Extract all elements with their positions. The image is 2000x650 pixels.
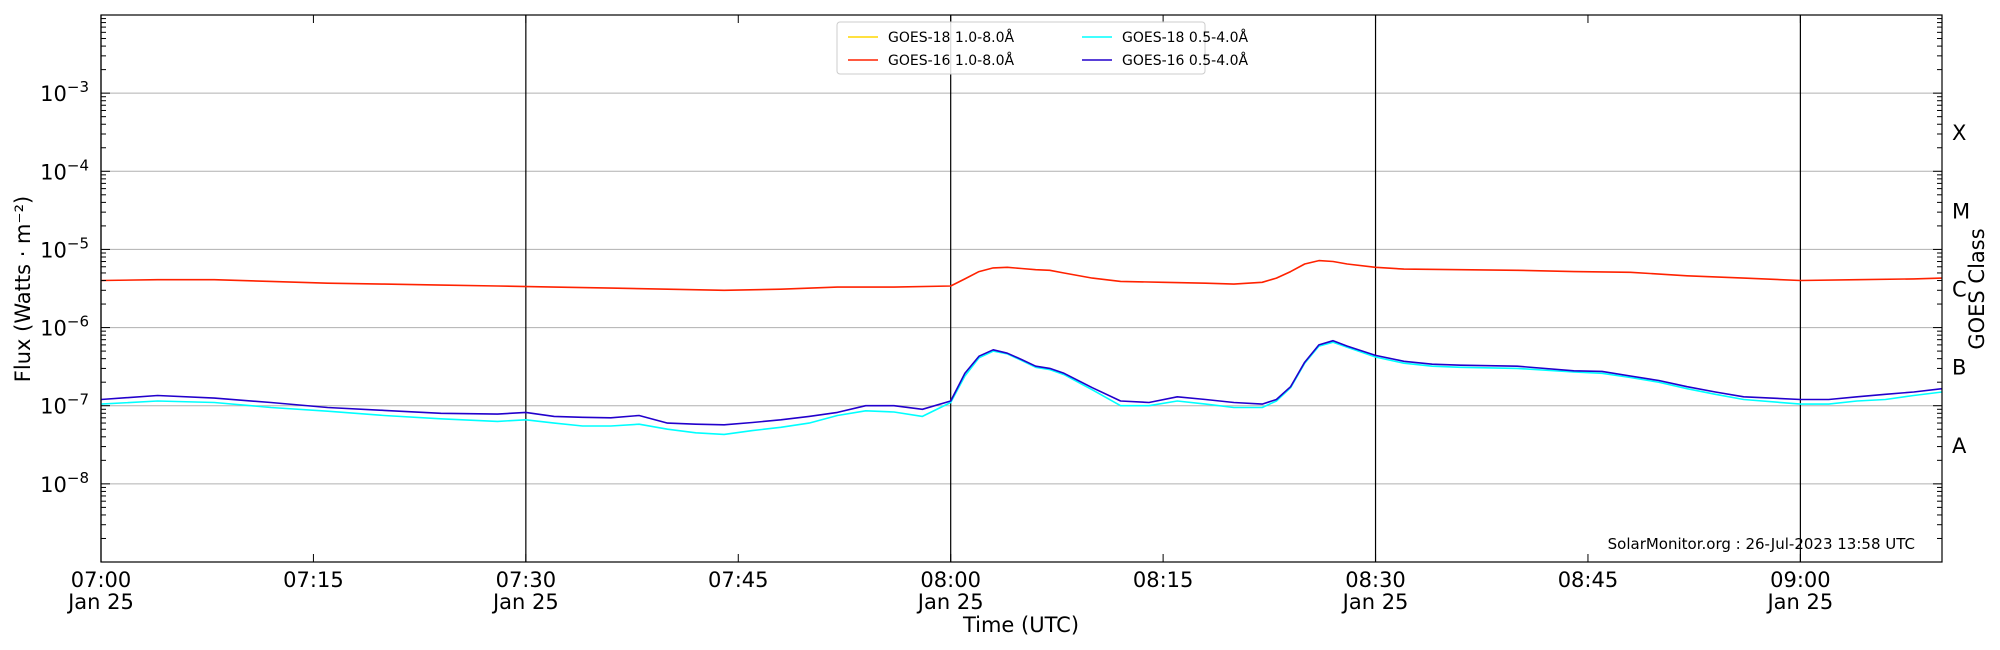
flux-series — [100, 259, 1943, 436]
goes-class-label: B — [1952, 356, 1966, 380]
x-tick-date-label: Jan 25 — [916, 590, 984, 614]
x-tick-date-label: Jan 25 — [491, 590, 559, 614]
plot-frame — [100, 14, 1943, 563]
x-tick-label: 07:15 — [283, 568, 344, 592]
legend-label: GOES-18 0.5-4.0Å — [1122, 29, 1248, 46]
x-tick-label: 08:15 — [1133, 568, 1194, 592]
gridlines — [101, 92, 1942, 485]
legend-label: GOES-16 0.5-4.0Å — [1122, 52, 1248, 69]
y-tick-label: 10−6 — [40, 313, 89, 341]
goes-class-label: X — [1952, 121, 1966, 145]
x-tick-label: 07:00 — [71, 568, 132, 592]
x-tick-label: 08:45 — [1558, 568, 1619, 592]
y-tick-label: 10−7 — [40, 391, 89, 419]
x-tick-label: 08:00 — [920, 568, 981, 592]
series-line — [100, 259, 1943, 292]
legend-label: GOES-16 1.0-8.0Å — [888, 52, 1014, 69]
series-line — [100, 341, 1943, 436]
legend-box — [836, 21, 1206, 75]
x-tick-date-label: Jan 25 — [1765, 590, 1833, 614]
series-line — [100, 339, 1943, 426]
x-tick-date-label: Jan 25 — [1341, 590, 1409, 614]
y-tick-label: 10−8 — [40, 469, 89, 497]
x-tick-label: 07:30 — [496, 568, 557, 592]
y-tick-label: 10−5 — [40, 234, 89, 262]
day-marker-lines — [100, 15, 1801, 562]
goes-class-labels: A B C M X — [1952, 121, 1970, 458]
y-tick-label: 10−4 — [40, 156, 89, 184]
x-tick-label: 08:30 — [1345, 568, 1406, 592]
legend: GOES-18 1.0-8.0Å GOES-16 1.0-8.0Å GOES-18 … — [836, 21, 1248, 75]
y2-axis-title: GOES Class — [1965, 228, 1989, 349]
goes-class-label: C — [1952, 278, 1967, 302]
legend-label: GOES-18 1.0-8.0Å — [888, 29, 1014, 46]
y-tick-label: 10−3 — [40, 78, 89, 106]
y-axis-ticks: 10−8 10−7 10−6 10−5 10−4 10−3 — [40, 18, 1942, 563]
y-axis-title: Flux (Watts · m⁻²) — [11, 196, 35, 382]
x-axis-title: Time (UTC) — [962, 613, 1079, 637]
x-tick-label: 09:00 — [1770, 568, 1831, 592]
x-tick-date-label: Jan 25 — [66, 590, 134, 614]
watermark: SolarMonitor.org : 26-Jul-2023 13:58 UTC — [1608, 535, 1915, 553]
x-tick-label: 07:45 — [708, 568, 769, 592]
goes-class-label: A — [1952, 434, 1967, 458]
goes-class-label: M — [1952, 199, 1970, 223]
